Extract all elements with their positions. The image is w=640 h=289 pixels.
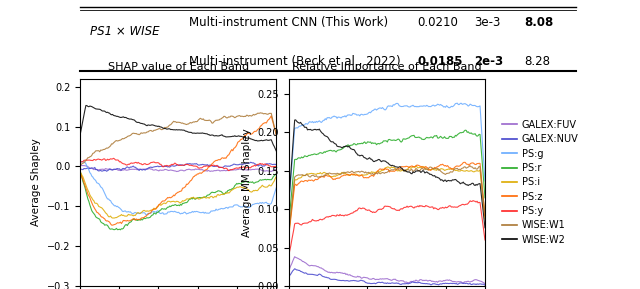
Text: 3e-3: 3e-3 xyxy=(474,16,500,29)
Y-axis label: Average MM Shapley: Average MM Shapley xyxy=(242,128,252,237)
Title: SHAP value of Each Band: SHAP value of Each Band xyxy=(108,62,249,72)
Legend: GALEX:FUV, GALEX:NUV, PS:g, PS:r, PS:i, PS:z, PS:y, WISE:W1, WISE:W2: GALEX:FUV, GALEX:NUV, PS:g, PS:r, PS:i, … xyxy=(502,120,579,245)
Text: 2e-3: 2e-3 xyxy=(474,55,504,68)
Text: Multi-instrument CNN (This Work): Multi-instrument CNN (This Work) xyxy=(189,16,388,29)
Text: 0.0185: 0.0185 xyxy=(417,55,463,68)
Title: Relative Importance of Each Band: Relative Importance of Each Band xyxy=(292,62,482,72)
Text: Multi-instrument (Beck et al., 2022): Multi-instrument (Beck et al., 2022) xyxy=(189,55,401,68)
Text: 0.0210: 0.0210 xyxy=(417,16,458,29)
Text: 8.28: 8.28 xyxy=(524,55,550,68)
Text: PS1 × WISE: PS1 × WISE xyxy=(90,25,159,38)
Y-axis label: Average Shapley: Average Shapley xyxy=(31,138,41,226)
Text: 8.08: 8.08 xyxy=(524,16,553,29)
